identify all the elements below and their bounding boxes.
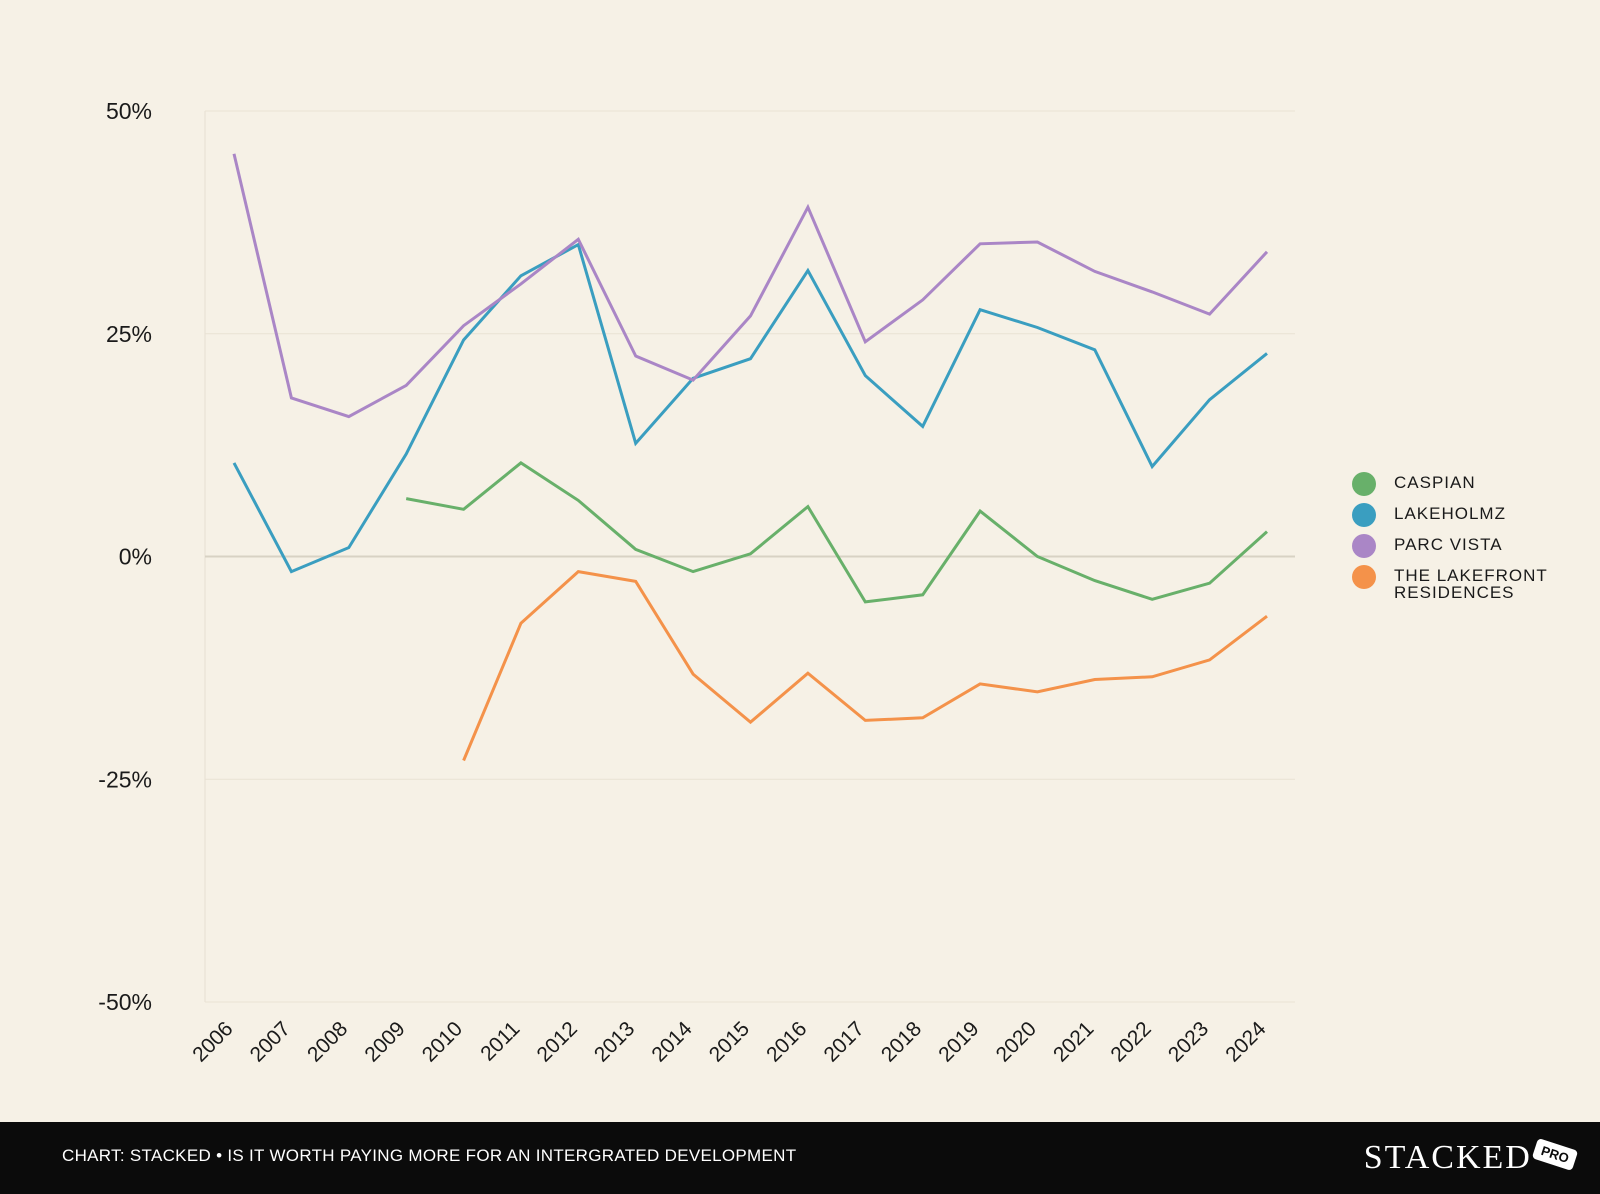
x-tick-label: 2013 — [590, 1017, 639, 1066]
x-tick-label: 2021 — [1049, 1017, 1098, 1066]
legend-item: THE LAKEFRONT RESIDENCES — [1352, 565, 1592, 602]
legend-label: LAKEHOLMZ — [1394, 504, 1506, 523]
series-line-lakeholmz — [232, 242, 1268, 574]
legend-label: CASPIAN — [1394, 473, 1476, 492]
x-tick-label: 2014 — [647, 1017, 697, 1067]
y-tick-label: -50% — [98, 989, 152, 1015]
logo-wordmark: STACKED — [1363, 1139, 1532, 1176]
y-tick-label: 50% — [106, 98, 152, 124]
legend-swatch — [1352, 503, 1376, 527]
x-tick-label: 2022 — [1106, 1017, 1155, 1066]
legend: CASPIAN LAKEHOLMZ PARC VISTA THE LAKEFRONT … — [1352, 472, 1592, 610]
x-tick-label: 2024 — [1221, 1017, 1271, 1067]
x-tick-label: 2023 — [1164, 1017, 1213, 1066]
x-tick-label: 2009 — [360, 1017, 409, 1066]
y-tick-label: -25% — [98, 766, 152, 792]
legend-swatch — [1352, 472, 1376, 496]
x-tick-label: 2006 — [188, 1017, 237, 1066]
legend-swatch — [1352, 534, 1376, 558]
series-line-the-lakefront-residences — [462, 569, 1268, 762]
legend-item: LAKEHOLMZ — [1352, 503, 1592, 527]
legend-swatch — [1352, 565, 1376, 589]
legend-label: THE LAKEFRONT RESIDENCES — [1394, 566, 1548, 602]
y-axis-ticks: 50% 25% 0% -25% -50% — [98, 98, 152, 1015]
pro-badge: PRO — [1531, 1137, 1579, 1171]
x-tick-label: 2019 — [934, 1017, 983, 1066]
legend-item: CASPIAN — [1352, 472, 1592, 496]
x-tick-label: 2015 — [705, 1017, 754, 1066]
x-tick-label: 2011 — [476, 1017, 524, 1065]
x-axis-ticks: 2006 2007 2008 2009 2010 2011 2012 2013 2014 2015… — [188, 1017, 1271, 1067]
legend-item: PARC VISTA — [1352, 534, 1592, 558]
x-tick-label: 2017 — [820, 1017, 869, 1066]
y-tick-label: 0% — [119, 544, 152, 570]
x-tick-label: 2020 — [992, 1017, 1041, 1066]
gridlines — [204, 110, 1295, 1003]
x-tick-label: 2018 — [877, 1017, 926, 1066]
x-tick-label: 2010 — [418, 1017, 467, 1066]
stacked-logo[interactable]: STACKED PRO — [1363, 1134, 1579, 1182]
line-chart: 50%25%0%-25%-50% 2006 2007 2008 2009 2010 201… — [98, 98, 1295, 1067]
legend-label: PARC VISTA — [1394, 535, 1503, 554]
series-lines — [232, 153, 1269, 762]
x-tick-label: 2016 — [762, 1017, 811, 1066]
footer-bar: CHART: STACKED • IS IT WORTH PAYING MORE… — [0, 1122, 1600, 1194]
series-line-caspian — [405, 461, 1269, 604]
x-tick-label: 2007 — [246, 1017, 295, 1066]
footer-caption: CHART: STACKED • IS IT WORTH PAYING MORE… — [62, 1146, 797, 1165]
x-tick-label: 2012 — [533, 1017, 582, 1066]
y-tick-label: 25% — [106, 321, 152, 347]
series-line-parc-vista — [232, 153, 1269, 419]
x-tick-label: 2008 — [303, 1017, 352, 1066]
